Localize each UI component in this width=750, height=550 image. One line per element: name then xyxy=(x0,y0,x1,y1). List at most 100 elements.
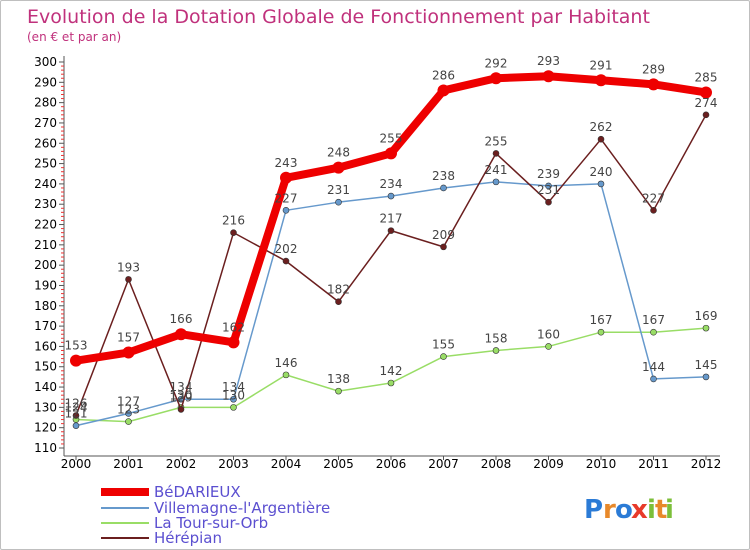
data-point xyxy=(177,406,185,413)
data-point xyxy=(332,161,345,174)
data-label: 134 xyxy=(170,380,193,394)
data-point xyxy=(437,84,450,97)
data-label: 160 xyxy=(537,327,560,341)
data-point xyxy=(335,387,342,395)
data-label: 248 xyxy=(327,146,350,160)
data-label: 240 xyxy=(590,165,613,179)
x-tick-label: 2007 xyxy=(428,457,459,471)
legend-entry: BéDARIEUX xyxy=(154,483,241,501)
data-point xyxy=(125,410,132,417)
data-point xyxy=(387,192,395,200)
data-point xyxy=(72,422,80,429)
data-label: 126 xyxy=(65,396,88,410)
data-label: 134 xyxy=(222,380,245,394)
data-label: 234 xyxy=(380,177,403,191)
data-label: 123 xyxy=(117,403,140,417)
data-label: 293 xyxy=(537,54,560,68)
data-point xyxy=(597,180,605,188)
data-label: 166 xyxy=(170,312,193,326)
data-point xyxy=(545,182,552,190)
data-label: 153 xyxy=(65,339,88,353)
x-tick-label: 2006 xyxy=(376,457,407,471)
x-tick-label: 2002 xyxy=(166,457,197,471)
data-point xyxy=(490,72,502,85)
data-point xyxy=(282,257,290,265)
x-tick-label: 2001 xyxy=(113,457,144,471)
data-point xyxy=(647,78,660,91)
data-point xyxy=(545,343,552,350)
data-label: 241 xyxy=(485,163,508,177)
y-tick-label: 170 xyxy=(34,319,57,333)
data-label: 130 xyxy=(222,388,245,402)
data-point xyxy=(72,412,80,419)
data-point xyxy=(597,135,605,143)
logo-letter: o xyxy=(615,495,633,525)
data-label: 231 xyxy=(327,183,350,197)
axes xyxy=(59,56,720,460)
data-point xyxy=(700,86,712,99)
chart-subtitle: (en € et par an) xyxy=(27,30,121,44)
y-tick-label: 120 xyxy=(34,421,57,435)
logo-letter: P xyxy=(584,495,603,525)
data-label: 289 xyxy=(642,62,665,76)
data-point xyxy=(230,395,237,403)
x-tick-label: 2011 xyxy=(638,457,669,471)
y-tick-label: 240 xyxy=(34,177,57,191)
logo-letter: i xyxy=(665,495,674,525)
data-point xyxy=(650,207,657,214)
tick-labels: 110 120 130 140 150 160 170 180 190 200 210 220 230 2… xyxy=(34,55,721,471)
data-label: 193 xyxy=(117,260,140,274)
y-tick-label: 230 xyxy=(34,197,57,211)
data-label: 182 xyxy=(327,283,350,297)
data-point xyxy=(492,178,500,186)
data-label: 127 xyxy=(117,394,140,408)
data-label: 130 xyxy=(170,388,193,402)
data-point xyxy=(335,198,342,206)
data-point xyxy=(545,198,552,206)
data-label: 162 xyxy=(222,320,245,334)
data-label: 216 xyxy=(222,214,245,228)
data-point xyxy=(597,328,605,336)
data-label: 155 xyxy=(432,338,455,352)
data-label: 238 xyxy=(432,169,455,183)
legend-entry: Hérépian xyxy=(154,529,222,547)
data-point xyxy=(650,375,657,383)
y-tick-label: 160 xyxy=(34,339,57,353)
data-label: 255 xyxy=(380,131,403,145)
data-label: 292 xyxy=(485,56,508,70)
data-point xyxy=(282,371,290,379)
data-point xyxy=(702,324,710,332)
data-label: 157 xyxy=(117,331,140,345)
logo-letter: r xyxy=(603,495,616,525)
y-tick-label: 200 xyxy=(34,258,57,272)
data-point xyxy=(282,207,290,214)
data-point xyxy=(125,418,132,425)
data-point xyxy=(595,74,607,87)
logo-letter: x xyxy=(631,495,648,525)
data-label: 227 xyxy=(275,191,298,205)
y-tick-label: 250 xyxy=(34,157,57,171)
data-label: 124 xyxy=(65,401,88,415)
y-tick-label: 300 xyxy=(34,55,57,69)
data-point xyxy=(70,354,82,367)
data-point xyxy=(702,373,710,381)
data-point xyxy=(175,328,187,341)
data-point xyxy=(702,111,710,119)
data-point xyxy=(335,298,342,306)
x-tick-label: 2004 xyxy=(271,457,302,471)
y-tick-label: 220 xyxy=(34,218,57,232)
y-tick-label: 130 xyxy=(34,400,57,414)
data-point xyxy=(122,346,135,359)
data-label: 286 xyxy=(432,68,455,82)
x-tick-label: 2009 xyxy=(533,457,564,471)
y-tick-label: 110 xyxy=(34,441,57,455)
data-point xyxy=(440,184,447,192)
data-label: 146 xyxy=(275,356,298,370)
data-label: 243 xyxy=(275,156,298,170)
logo-letter: i xyxy=(647,495,656,525)
y-tick-label: 150 xyxy=(34,360,57,374)
